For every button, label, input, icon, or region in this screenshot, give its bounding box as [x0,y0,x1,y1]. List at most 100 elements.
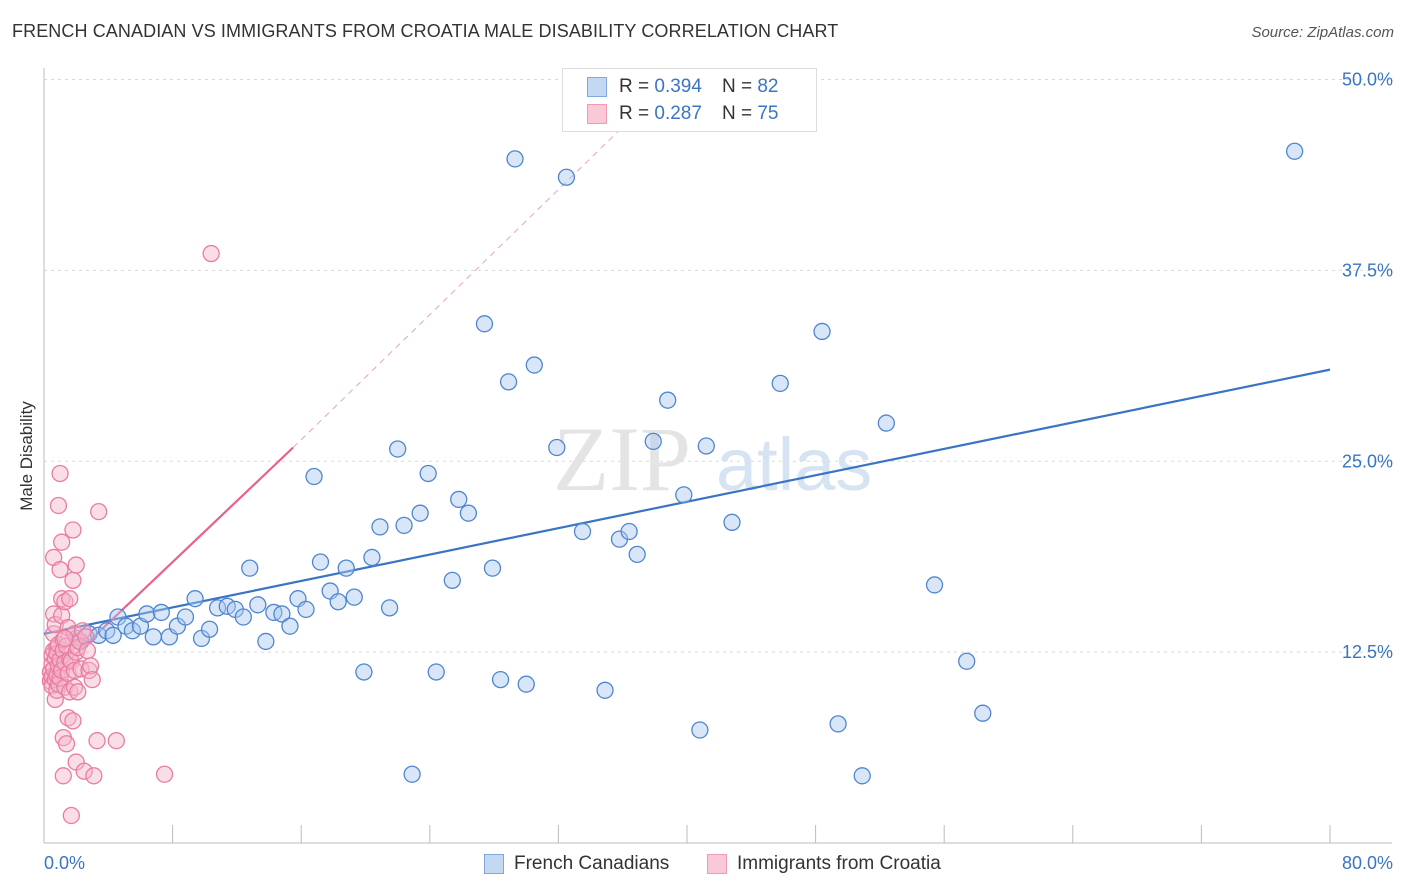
y-tick-label: 25.0% [1342,451,1393,471]
data-point [771,374,789,393]
trend-lines [43,118,1331,685]
data-point [573,522,592,541]
data-point [644,432,662,451]
data-point [697,437,715,455]
series-croatia [41,244,220,825]
data-point [57,735,76,753]
r-label: R = [619,76,650,97]
legend-swatch-blue [484,854,504,874]
data-point [104,626,122,644]
data-point [813,322,831,341]
data-point [152,603,170,622]
legend-item-croatia[interactable]: Immigrants from Croatia [707,852,941,876]
data-point [64,571,82,590]
data-point [853,767,871,785]
legend-label: French Canadians [514,853,670,874]
data-point [403,765,421,783]
data-point [1285,142,1304,160]
data-point [83,670,101,689]
series-legend: French Canadians Immigrants from Croatia [0,852,1406,876]
data-point [557,168,576,186]
data-point [200,620,219,638]
data-point [380,599,399,617]
data-point [475,315,494,333]
data-point [64,712,82,730]
y-tick-label: 50.0% [1342,70,1393,90]
chart-source: Source: ZipAtlas.com [1251,24,1394,41]
stats-row-croatia: R = 0.287 N = 75 [587,103,778,125]
trend-extension [292,118,632,448]
data-point [78,641,97,660]
stats-row-french-canadians: R = 0.394 N = 82 [587,76,778,98]
x-tick-label: 80.0% [1342,853,1393,873]
legend-swatch-blue [587,77,607,97]
x-tick-label: 0.0% [44,853,85,873]
data-point [64,521,82,539]
data-point [329,593,347,611]
data-point [90,626,108,644]
chart-title: FRENCH CANADIAN VS IMMIGRANTS FROM CROAT… [12,21,839,41]
data-point [138,605,156,623]
data-point [491,670,510,689]
data-point [59,709,77,727]
data-point [46,615,64,634]
data-point [517,675,535,693]
data-point [241,559,259,577]
data-point [297,600,315,619]
data-point [77,628,95,646]
legend-item-french-canadians[interactable]: French Canadians [484,852,669,876]
data-point [525,356,543,374]
data-point [234,608,252,626]
data-point [51,464,69,483]
data-point [51,561,69,579]
data-point [388,440,407,458]
data-point [450,490,468,509]
data-point [958,652,976,670]
data-point [75,762,93,780]
n-value: 75 [757,103,779,124]
axes [43,68,1392,844]
y-tick-label: 37.5% [1342,260,1393,280]
data-point [355,663,373,681]
data-point [155,765,174,783]
data-point [974,704,992,722]
data-point [723,513,741,531]
data-point [675,486,693,504]
n-label: N = [721,76,753,97]
data-points [41,142,1304,825]
data-point [176,608,195,626]
data-point [61,590,79,608]
data-point [59,619,77,637]
data-point [371,518,389,536]
data-point [62,806,80,825]
data-point [628,545,646,564]
data-point [363,548,381,567]
data-point [257,632,275,651]
data-point [54,767,72,785]
data-point [53,533,71,551]
data-point [67,556,85,574]
y-tick-label: 12.5% [1342,642,1393,662]
watermark: ZIP atlas [553,408,872,510]
data-point [925,576,944,594]
data-point [186,590,204,608]
data-point [88,732,106,750]
legend-swatch-pink [707,854,727,874]
data-point [249,596,267,614]
stats-legend: R = 0.394 N = 82 R = 0.287 N = 75 [562,68,817,132]
data-point [49,496,68,515]
legend-swatch-pink [587,104,607,124]
data-point [85,767,103,785]
data-point [395,516,413,535]
watermark-atlas: atlas [716,423,872,506]
data-point [337,559,355,577]
data-point [56,593,74,611]
data-point [499,373,518,391]
data-point [144,628,162,646]
n-value: 82 [757,76,779,97]
data-point [281,617,299,635]
data-point [483,559,502,577]
data-point [69,683,87,701]
data-point [506,150,524,168]
n-label: N = [721,103,753,124]
